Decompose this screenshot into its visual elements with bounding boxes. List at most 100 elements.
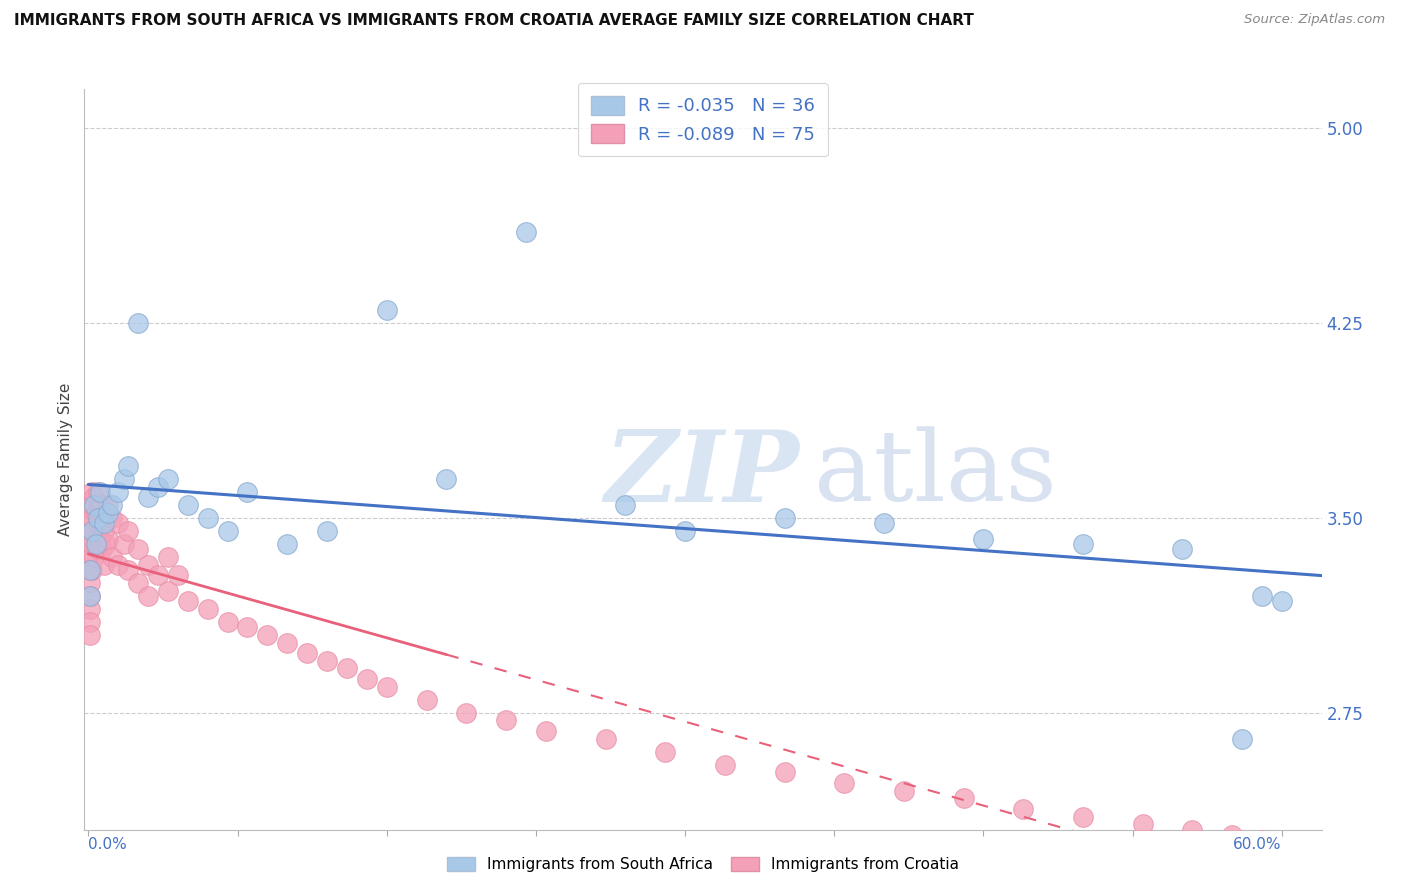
Point <box>136 490 159 504</box>
Point <box>316 654 339 668</box>
Point <box>79 498 101 512</box>
Point <box>1271 594 1294 608</box>
Text: 0.0%: 0.0% <box>89 838 127 853</box>
Point <box>177 594 200 608</box>
Point <box>96 537 118 551</box>
Point <box>1071 809 1094 823</box>
Point <box>79 563 101 577</box>
Point <box>84 537 107 551</box>
Point <box>156 472 179 486</box>
Point <box>1071 537 1094 551</box>
Point <box>82 511 104 525</box>
Point <box>256 628 278 642</box>
Point <box>832 776 855 790</box>
Point <box>654 745 676 759</box>
Point <box>79 547 101 561</box>
Point <box>375 303 398 318</box>
Point <box>107 558 129 572</box>
Text: IMMIGRANTS FROM SOUTH AFRICA VS IMMIGRANTS FROM CROATIA AVERAGE FAMILY SIZE CORR: IMMIGRANTS FROM SOUTH AFRICA VS IMMIGRAN… <box>14 13 974 29</box>
Point <box>714 757 737 772</box>
Point <box>93 524 115 538</box>
Point <box>136 558 159 572</box>
Point <box>236 620 259 634</box>
Point <box>89 532 111 546</box>
Point <box>217 615 239 629</box>
Point <box>356 672 378 686</box>
Point <box>79 516 101 530</box>
Point <box>87 484 110 499</box>
Text: atlas: atlas <box>814 426 1057 522</box>
Point <box>83 549 105 564</box>
Point <box>101 498 124 512</box>
Point <box>136 589 159 603</box>
Point <box>1171 541 1194 556</box>
Point <box>79 532 101 546</box>
Point <box>83 498 105 512</box>
Point <box>79 563 101 577</box>
Point <box>595 731 617 746</box>
Point <box>112 472 135 486</box>
Point <box>1132 817 1154 831</box>
Point <box>156 549 179 564</box>
Point <box>316 524 339 538</box>
Point <box>79 601 101 615</box>
Point <box>276 537 298 551</box>
Point <box>83 490 105 504</box>
Point <box>127 316 149 330</box>
Point <box>236 484 259 499</box>
Point <box>89 498 111 512</box>
Point <box>87 511 110 525</box>
Point <box>82 537 104 551</box>
Point <box>952 791 974 805</box>
Point <box>773 765 796 780</box>
Point <box>93 516 115 530</box>
Point <box>295 646 318 660</box>
Point <box>873 516 896 530</box>
Point <box>87 541 110 556</box>
Point <box>534 723 557 738</box>
Point <box>456 706 478 720</box>
Point <box>156 583 179 598</box>
Point <box>117 524 139 538</box>
Point <box>79 615 101 629</box>
Point <box>197 601 219 615</box>
Point <box>1281 838 1303 852</box>
Point <box>107 484 129 499</box>
Point <box>101 511 124 525</box>
Point <box>197 511 219 525</box>
Point <box>91 511 114 525</box>
Point <box>495 714 517 728</box>
Point <box>79 589 101 603</box>
Point <box>276 635 298 649</box>
Point <box>1251 589 1274 603</box>
Point <box>87 516 110 530</box>
Point <box>893 783 915 797</box>
Point <box>1012 802 1035 816</box>
Point <box>127 541 149 556</box>
Point <box>83 524 105 538</box>
Point <box>79 589 101 603</box>
Point <box>127 575 149 590</box>
Point <box>217 524 239 538</box>
Legend: Immigrants from South Africa, Immigrants from Croatia: Immigrants from South Africa, Immigrants… <box>440 849 966 880</box>
Point <box>434 472 457 486</box>
Point <box>1220 828 1243 842</box>
Point <box>91 541 114 556</box>
Point <box>93 558 115 572</box>
Point <box>117 563 139 577</box>
Point <box>79 628 101 642</box>
Point <box>166 568 188 582</box>
Point <box>177 498 200 512</box>
Point <box>415 692 437 706</box>
Point <box>614 498 637 512</box>
Point <box>773 511 796 525</box>
Point <box>1181 822 1204 837</box>
Point <box>117 458 139 473</box>
Point <box>97 532 120 546</box>
Point <box>112 537 135 551</box>
Point <box>146 568 169 582</box>
Y-axis label: Average Family Size: Average Family Size <box>58 383 73 536</box>
Legend: R = -0.035   N = 36, R = -0.089   N = 75: R = -0.035 N = 36, R = -0.089 N = 75 <box>578 84 828 156</box>
Point <box>97 506 120 520</box>
Point <box>1251 833 1274 847</box>
